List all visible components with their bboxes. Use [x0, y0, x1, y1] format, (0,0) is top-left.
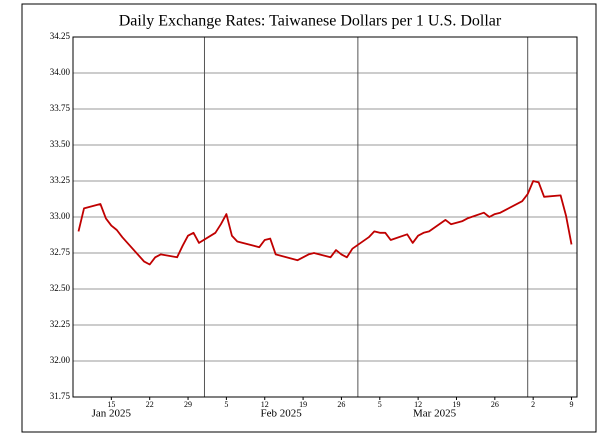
- x-tick-label: 5: [378, 400, 382, 409]
- x-tick-label: 9: [570, 400, 574, 409]
- x-tick-label: 12: [261, 400, 269, 409]
- line-series: [77, 180, 573, 266]
- y-tick-label: 33.50: [50, 139, 71, 149]
- y-tick-label: 34.25: [50, 31, 71, 41]
- y-tick-label: 33.25: [50, 175, 71, 185]
- month-label: Mar 2025: [413, 408, 457, 420]
- x-tick-label: 15: [107, 400, 115, 409]
- x-tick-label: 26: [491, 400, 499, 409]
- x-tick-label: 19: [452, 400, 460, 409]
- y-tick-label: 32.50: [50, 283, 71, 293]
- x-tick-label: 22: [146, 400, 154, 409]
- y-tick-label: 32.75: [50, 247, 71, 257]
- y-tick-label: 34.00: [50, 67, 71, 77]
- x-tick-label: 12: [414, 400, 422, 409]
- y-tick-label: 32.00: [50, 355, 71, 365]
- x-tick-label: 5: [224, 400, 228, 409]
- month-label: Feb 2025: [261, 408, 303, 420]
- month-label: Jan 2025: [92, 408, 132, 420]
- y-tick-label: 32.25: [50, 319, 71, 329]
- chart-title: Daily Exchange Rates: Taiwanese Dollars …: [119, 13, 502, 30]
- frame: [21, 3, 597, 433]
- x-tick-label: 2: [531, 400, 535, 409]
- y-tick-label: 31.75: [50, 391, 71, 401]
- plot-border: [72, 36, 578, 398]
- x-tick-label: 29: [184, 400, 192, 409]
- y-tick-label: 33.75: [50, 103, 71, 113]
- y-tick-label: 33.00: [50, 211, 71, 221]
- x-tick-label: 26: [337, 400, 345, 409]
- x-tick-label: 19: [299, 400, 307, 409]
